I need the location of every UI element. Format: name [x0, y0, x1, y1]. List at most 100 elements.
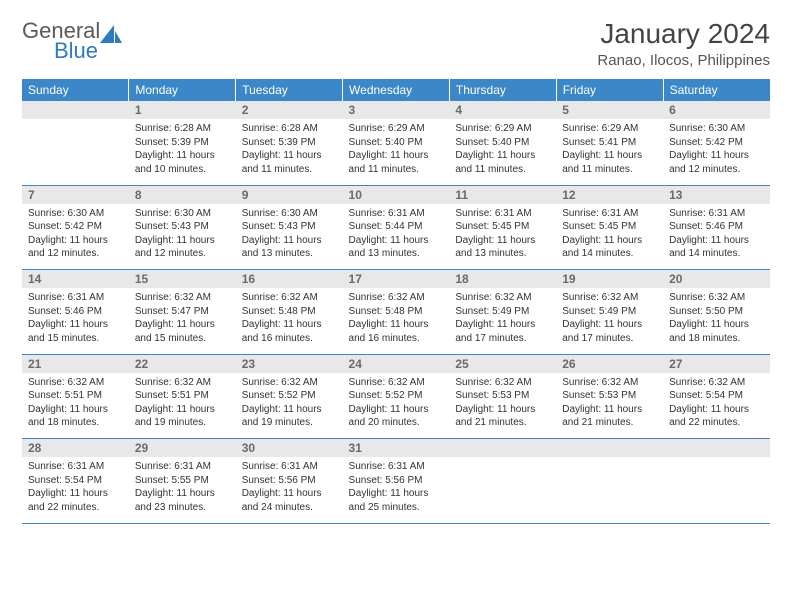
sun-data-line: Daylight: 11 hours — [349, 149, 444, 163]
title-block: January 2024 Ranao, Ilocos, Philippines — [597, 18, 770, 69]
day-number-cell — [449, 439, 556, 458]
sun-data-line: Daylight: 11 hours — [349, 318, 444, 332]
day-content-cell: Sunrise: 6:32 AMSunset: 5:53 PMDaylight:… — [449, 373, 556, 439]
day-number-cell: 16 — [236, 270, 343, 289]
day-content-cell: Sunrise: 6:30 AMSunset: 5:42 PMDaylight:… — [22, 204, 129, 270]
sun-data-line: Daylight: 11 hours — [135, 403, 230, 417]
sun-data-line: Sunrise: 6:29 AM — [455, 122, 550, 136]
sun-data-line: and 12 minutes. — [669, 163, 764, 177]
sun-data-line: Sunrise: 6:32 AM — [242, 376, 337, 390]
sun-data-line: and 21 minutes. — [455, 416, 550, 430]
sun-data-line: Daylight: 11 hours — [242, 318, 337, 332]
weekday-header: Sunday — [22, 79, 129, 101]
sun-data-line: Sunset: 5:46 PM — [28, 305, 123, 319]
day-number-cell: 26 — [556, 354, 663, 373]
day-number-cell: 9 — [236, 185, 343, 204]
day-number-cell: 6 — [663, 101, 770, 119]
day-content-cell — [663, 457, 770, 523]
day-content-cell: Sunrise: 6:31 AMSunset: 5:45 PMDaylight:… — [556, 204, 663, 270]
day-content-cell: Sunrise: 6:30 AMSunset: 5:43 PMDaylight:… — [129, 204, 236, 270]
sun-data-line: Daylight: 11 hours — [455, 234, 550, 248]
day-content-cell: Sunrise: 6:30 AMSunset: 5:43 PMDaylight:… — [236, 204, 343, 270]
sun-data-line: Sunset: 5:54 PM — [669, 389, 764, 403]
day-content-cell: Sunrise: 6:32 AMSunset: 5:53 PMDaylight:… — [556, 373, 663, 439]
sun-data-line: Daylight: 11 hours — [455, 403, 550, 417]
day-content-cell: Sunrise: 6:32 AMSunset: 5:50 PMDaylight:… — [663, 288, 770, 354]
sun-data-line: Sunrise: 6:29 AM — [562, 122, 657, 136]
sun-data-line: Daylight: 11 hours — [669, 403, 764, 417]
sun-data-line: and 11 minutes. — [455, 163, 550, 177]
sun-data-line: and 21 minutes. — [562, 416, 657, 430]
day-content-cell: Sunrise: 6:32 AMSunset: 5:48 PMDaylight:… — [236, 288, 343, 354]
sun-data-line: Sunset: 5:40 PM — [349, 136, 444, 150]
sun-data-line: Sunrise: 6:30 AM — [242, 207, 337, 221]
sun-data-line: Sunset: 5:48 PM — [242, 305, 337, 319]
day-content-cell: Sunrise: 6:31 AMSunset: 5:45 PMDaylight:… — [449, 204, 556, 270]
sun-data-line: Sunset: 5:52 PM — [242, 389, 337, 403]
sun-data-line: Sunset: 5:44 PM — [349, 220, 444, 234]
day-number-cell — [663, 439, 770, 458]
sun-data-line: Daylight: 11 hours — [349, 403, 444, 417]
day-content-cell: Sunrise: 6:32 AMSunset: 5:47 PMDaylight:… — [129, 288, 236, 354]
sun-data-line: and 16 minutes. — [242, 332, 337, 346]
weekday-header-row: Sunday Monday Tuesday Wednesday Thursday… — [22, 79, 770, 101]
sun-data-line: Daylight: 11 hours — [28, 318, 123, 332]
day-content-cell: Sunrise: 6:31 AMSunset: 5:44 PMDaylight:… — [343, 204, 450, 270]
day-number-row: 21222324252627 — [22, 354, 770, 373]
day-number-cell: 24 — [343, 354, 450, 373]
sun-data-line: Sunrise: 6:31 AM — [28, 291, 123, 305]
day-content-row: Sunrise: 6:28 AM Sunset: 5:39 PM Daylight:… — [22, 119, 770, 185]
sun-data-line: Daylight: 11 hours — [135, 234, 230, 248]
sun-data-line: Daylight: 11 hours — [669, 234, 764, 248]
calendar-body: 123456Sunrise: 6:28 AMSunset: 5:39 PMDay… — [22, 101, 770, 523]
day-number-cell: 2 — [236, 101, 343, 119]
sun-data-line: Sunrise: 6:32 AM — [669, 376, 764, 390]
sun-data-line: Daylight: 11 hours — [135, 149, 230, 163]
sun-data-line: Daylight: 11 hours — [455, 318, 550, 332]
day-number-cell: 11 — [449, 185, 556, 204]
sun-data-line: Daylight: 11 hours — [562, 403, 657, 417]
sun-data-line: Sunset: 5:45 PM — [562, 220, 657, 234]
sun-data-line: and 23 minutes. — [135, 501, 230, 515]
day-number-cell — [556, 439, 663, 458]
day-content-cell: Sunrise: 6:31 AMSunset: 5:46 PMDaylight:… — [22, 288, 129, 354]
sun-data-line: and 14 minutes. — [562, 247, 657, 261]
sun-data-line: Sunrise: 6:28 AM — [135, 122, 230, 136]
day-content-cell: Sunrise: 6:29 AMSunset: 5:40 PMDaylight:… — [449, 119, 556, 185]
sun-data-line: Sunrise: 6:31 AM — [28, 460, 123, 474]
sun-data-line: Daylight: 11 hours — [242, 403, 337, 417]
sun-data-line: and 10 minutes. — [135, 163, 230, 177]
sun-data-line: Sunset: 5:51 PM — [135, 389, 230, 403]
sun-data-line: and 17 minutes. — [455, 332, 550, 346]
weekday-header: Wednesday — [343, 79, 450, 101]
sun-data-line: Sunset: 5:53 PM — [562, 389, 657, 403]
sun-data-line: Sunset: 5:52 PM — [349, 389, 444, 403]
sun-data-line: Sunrise: 6:31 AM — [242, 460, 337, 474]
sun-data-line: Sunset: 5:49 PM — [455, 305, 550, 319]
sun-data-line: Sunrise: 6:31 AM — [135, 460, 230, 474]
sun-data-line: Sunset: 5:41 PM — [562, 136, 657, 150]
day-number-cell — [22, 101, 129, 119]
day-content-cell: Sunrise: 6:28 AMSunset: 5:39 PMDaylight:… — [129, 119, 236, 185]
day-content-cell: Sunrise: 6:32 AMSunset: 5:54 PMDaylight:… — [663, 373, 770, 439]
sun-data-line: Sunset: 5:54 PM — [28, 474, 123, 488]
day-number-cell: 18 — [449, 270, 556, 289]
sun-data-line: and 12 minutes. — [28, 247, 123, 261]
sun-data-line: Daylight: 11 hours — [28, 403, 123, 417]
day-number-cell: 13 — [663, 185, 770, 204]
sun-data-line: Daylight: 11 hours — [349, 487, 444, 501]
sun-data-line: and 18 minutes. — [669, 332, 764, 346]
sun-data-line: Sunrise: 6:32 AM — [562, 376, 657, 390]
weekday-header: Saturday — [663, 79, 770, 101]
sun-data-line: Sunset: 5:39 PM — [242, 136, 337, 150]
day-number-cell: 25 — [449, 354, 556, 373]
sun-data-line: Sunset: 5:40 PM — [455, 136, 550, 150]
sun-data-line: and 12 minutes. — [135, 247, 230, 261]
sun-data-line: Sunrise: 6:32 AM — [349, 376, 444, 390]
day-content-cell: Sunrise: 6:32 AMSunset: 5:51 PMDaylight:… — [129, 373, 236, 439]
calendar-table: Sunday Monday Tuesday Wednesday Thursday… — [22, 79, 770, 524]
sun-data-line: Sunrise: 6:32 AM — [562, 291, 657, 305]
sun-data-line: Daylight: 11 hours — [562, 149, 657, 163]
sun-data-line: Sunset: 5:51 PM — [28, 389, 123, 403]
day-number-cell: 22 — [129, 354, 236, 373]
